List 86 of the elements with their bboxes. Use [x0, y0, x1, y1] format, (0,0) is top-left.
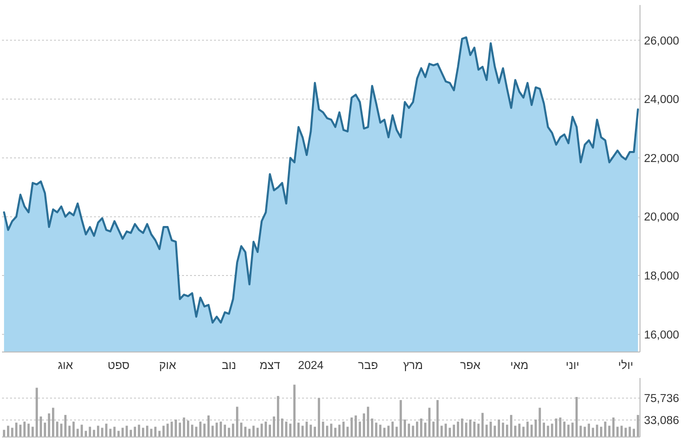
bar: [306, 422, 308, 437]
bar: [310, 424, 312, 437]
bar: [285, 422, 288, 437]
x-tick-label: אפר: [460, 360, 482, 372]
bar: [80, 424, 83, 437]
x-tick-label: דצמ: [260, 360, 281, 372]
bar: [314, 426, 316, 437]
bar: [101, 428, 104, 437]
x-tick-label: נוב: [222, 360, 236, 372]
x-tick-label: פבר: [358, 360, 378, 372]
y-tick-label: 16,000: [644, 329, 680, 342]
bar: [166, 424, 169, 437]
bar: [580, 426, 582, 437]
bar: [150, 428, 152, 437]
bar: [146, 426, 148, 437]
bar: [15, 422, 18, 437]
bar: [170, 422, 173, 437]
bar: [420, 418, 422, 437]
y-tick-label: 20,000: [644, 212, 680, 224]
x-tick-label: מאי: [510, 360, 528, 372]
y-tick-label: 24,000: [644, 94, 680, 106]
bar: [400, 400, 402, 437]
x-tick-label: יולי: [618, 359, 634, 372]
bar: [199, 422, 202, 437]
bar: [518, 424, 520, 437]
bar: [371, 418, 374, 437]
x-tick-label: יוני: [566, 360, 580, 372]
bar: [281, 418, 284, 437]
bar: [448, 428, 451, 437]
bar: [191, 424, 194, 437]
bar: [52, 408, 54, 437]
bar: [486, 424, 488, 437]
y-tick-label: 26,000: [644, 35, 680, 48]
bar: [330, 424, 332, 437]
bar: [555, 418, 558, 437]
x-tick-label: אוק: [159, 360, 177, 372]
bar: [326, 426, 328, 437]
bar: [632, 428, 635, 437]
bar: [289, 424, 292, 437]
bar: [444, 424, 447, 437]
bar: [244, 426, 246, 437]
y-tick-label: 18,000: [644, 270, 680, 283]
bar: [465, 422, 468, 437]
bar: [264, 422, 267, 437]
x-tick-label: ספט: [108, 360, 130, 372]
bar: [538, 408, 541, 437]
bar: [624, 428, 627, 437]
bar: [220, 422, 222, 437]
x-tick-label: מרץ: [403, 360, 423, 372]
x-tick-label: 2024: [298, 360, 324, 372]
bar: [510, 414, 512, 437]
bar: [559, 418, 562, 437]
bar: [76, 428, 79, 437]
bar: [563, 422, 566, 437]
bar: [424, 422, 426, 437]
bar: [36, 388, 38, 437]
y-tick-label: 22,000: [644, 152, 680, 165]
bar: [490, 422, 492, 437]
bar: [174, 420, 177, 437]
bar: [334, 428, 336, 437]
bar: [628, 426, 631, 437]
bar: [375, 422, 378, 437]
bar: [122, 428, 124, 437]
y-tick-label: 75,736: [644, 393, 680, 406]
bar: [105, 424, 108, 437]
bar: [7, 426, 10, 437]
bar: [440, 426, 443, 437]
bar: [212, 426, 214, 437]
bar: [494, 426, 496, 437]
bar: [608, 426, 610, 437]
x-tick-label: אוג: [58, 360, 74, 372]
bar: [604, 422, 606, 437]
bar: [584, 426, 586, 437]
bar: [236, 406, 238, 437]
bar: [60, 424, 62, 437]
bar: [379, 424, 382, 437]
y-tick-label: 33,086: [644, 415, 680, 428]
bar: [216, 422, 218, 437]
bar: [469, 420, 472, 437]
bar: [126, 426, 128, 437]
bar: [260, 424, 263, 437]
bar: [473, 422, 476, 437]
bar: [354, 415, 357, 437]
bar: [130, 430, 132, 437]
bar: [350, 418, 353, 437]
bar: [154, 426, 156, 437]
